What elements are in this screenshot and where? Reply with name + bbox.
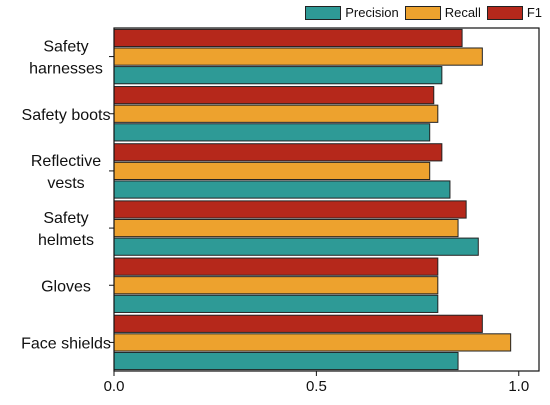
bar-recall-5 [113, 333, 512, 352]
bar-f1-0 [113, 28, 463, 48]
bar-precision-4 [113, 294, 439, 313]
bar-f1-2 [113, 143, 443, 162]
category-label-0: Safety harnesses [29, 39, 103, 78]
x-tick-label-0: 0.0 [104, 378, 125, 395]
legend: Precision Recall F1 [305, 5, 542, 20]
bar-recall-2 [113, 161, 431, 181]
legend-label-recall: Recall [444, 5, 481, 20]
category-label-3: Safety helmets [38, 210, 94, 249]
bar-recall-0 [113, 47, 483, 66]
plot-frame [113, 27, 540, 372]
bar-f1-5 [113, 314, 483, 333]
bar-precision-2 [113, 180, 451, 199]
bar-precision-0 [113, 66, 443, 85]
bar-f1-1 [113, 86, 435, 105]
x-tick-label-2: 1.0 [508, 378, 529, 395]
legend-swatch-f1 [486, 5, 523, 20]
legend-swatch-recall [404, 5, 441, 20]
legend-item-precision: Precision [305, 5, 399, 20]
bar-recall-4 [113, 276, 439, 295]
bar-f1-3 [113, 200, 467, 219]
category-label-1: Safety boots [22, 107, 111, 124]
legend-item-f1: F1 [486, 5, 542, 20]
bar-recall-1 [113, 104, 439, 123]
bar-recall-3 [113, 218, 459, 238]
bar-precision-3 [113, 237, 479, 256]
legend-label-f1: F1 [526, 5, 542, 20]
legend-swatch-precision [305, 5, 342, 20]
bar-f1-4 [113, 257, 439, 276]
bar-precision-5 [113, 351, 459, 371]
category-label-4: Gloves [41, 278, 91, 295]
bar-precision-1 [113, 123, 431, 142]
x-tick-label-1: 0.5 [306, 378, 327, 395]
legend-label-precision: Precision [345, 5, 399, 20]
category-label-5: Face shields [21, 335, 111, 352]
legend-item-recall: Recall [404, 5, 481, 20]
category-label-2: Reflective vests [31, 153, 101, 192]
